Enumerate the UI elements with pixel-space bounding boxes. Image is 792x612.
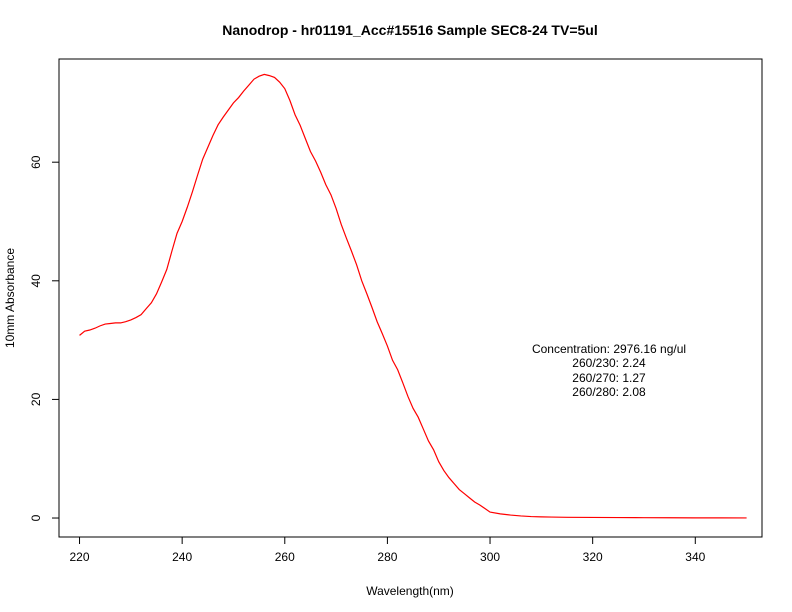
annotation-260-230: 260/230: 2.24 — [572, 356, 646, 370]
x-tick-label: 220 — [70, 550, 90, 564]
x-axis: 220 240 260 280 300 320 340 — [70, 537, 706, 564]
y-axis: 0 20 40 60 — [29, 155, 59, 521]
absorbance-series-line — [79, 73, 747, 519]
y-tick-label: 20 — [29, 392, 43, 406]
y-tick-label: 0 — [29, 514, 43, 521]
x-tick-label: 300 — [480, 550, 500, 564]
annotation-260-270: 260/270: 1.27 — [572, 371, 646, 385]
y-tick-label: 40 — [29, 274, 43, 288]
annotation-260-280: 260/280: 2.08 — [572, 385, 646, 399]
x-tick-label: 280 — [377, 550, 397, 564]
plot-frame — [58, 58, 763, 538]
x-tick-label: 240 — [172, 550, 192, 564]
y-tick-label: 60 — [29, 155, 43, 169]
x-tick-label: 320 — [583, 550, 603, 564]
x-tick-label: 260 — [275, 550, 295, 564]
x-axis-label: Wavelength(nm) — [366, 584, 454, 598]
y-axis-label: 10mm Absorbance — [3, 248, 17, 348]
chart-title: Nanodrop - hr01191_Acc#15516 Sample SEC8… — [222, 22, 597, 38]
annotation-concentration: Concentration: 2976.16 ng/ul — [532, 342, 686, 356]
x-tick-label: 340 — [685, 550, 705, 564]
